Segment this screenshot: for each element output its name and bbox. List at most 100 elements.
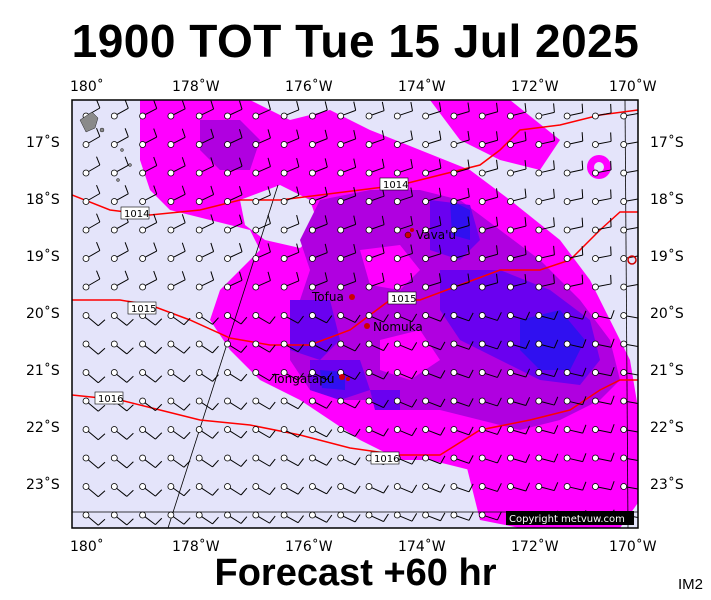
- wind-barb: [195, 271, 215, 291]
- wind-barb: [252, 186, 271, 205]
- wind-barb: [365, 130, 385, 148]
- wind-barb: [535, 160, 555, 177]
- wind-barb: [393, 272, 413, 291]
- wind-barb: [450, 273, 470, 291]
- wind-barb: [195, 128, 215, 148]
- lat-label: 22˚S: [26, 419, 60, 436]
- wind-barb: [167, 369, 191, 383]
- wind-barb: [393, 215, 413, 234]
- wind-barb: [308, 129, 328, 148]
- wind-barb: [450, 102, 470, 120]
- wind-barb: [167, 128, 186, 148]
- wind-barb: [139, 426, 163, 440]
- wind-barb: [308, 215, 328, 234]
- wind-barb: [195, 100, 215, 120]
- wind-barb: [110, 100, 129, 120]
- wind-barb: [280, 243, 300, 262]
- lon-axis-bottom: 180˚ 178˚W 176˚W 174˚W 172˚W 170˚W: [70, 538, 657, 555]
- wind-barb: [110, 426, 134, 440]
- wind-barb: [195, 511, 219, 525]
- lon-label: 178˚W: [172, 78, 220, 95]
- copyright-box: [506, 511, 634, 525]
- rain-very-heavy-area: [520, 310, 585, 370]
- wind-barb: [365, 158, 385, 177]
- wind-barb: [393, 312, 418, 323]
- wind-barb: [139, 213, 158, 234]
- wind-barb: [563, 132, 584, 148]
- wind-barb: [167, 454, 191, 468]
- wind-barb: [280, 454, 304, 467]
- wind-barb: [507, 217, 527, 234]
- wind-barb: [393, 244, 413, 262]
- wind-barb: [478, 340, 502, 350]
- wind-barb: [535, 311, 559, 321]
- wind-barb: [478, 102, 499, 120]
- wind-barb: [422, 483, 446, 493]
- wind-barb: [365, 312, 389, 323]
- wind-barb: [337, 129, 357, 148]
- wind-barb: [393, 483, 418, 494]
- wind-barb: [82, 241, 101, 262]
- wind-barb: [365, 187, 385, 205]
- wind-barb: [507, 340, 531, 349]
- wind-barb: [139, 156, 158, 177]
- lat-label: 20˚S: [650, 305, 684, 322]
- wind-barb: [422, 340, 446, 351]
- wind-barb: [450, 159, 470, 177]
- wind-barb: [450, 369, 474, 379]
- wind-barb: [224, 454, 248, 467]
- wind-barb: [280, 186, 300, 205]
- wind-barb: [422, 187, 442, 205]
- wind-barb: [563, 160, 584, 177]
- wind-barb: [507, 131, 527, 148]
- wind-barb: [280, 129, 300, 148]
- wind-barb: [535, 425, 559, 435]
- place-markers: Vava'u Tofua Nomuka Tongatapu: [271, 228, 637, 386]
- wind-barb: [422, 312, 446, 322]
- wind-barb: [365, 272, 385, 291]
- lat-label: 17˚S: [650, 134, 684, 151]
- wind-barb: [252, 369, 276, 382]
- wind-barb: [337, 272, 357, 291]
- wind-barb: [563, 103, 584, 120]
- wind-barb: [535, 368, 559, 378]
- place-label-nomuka: Nomuka: [373, 320, 423, 334]
- wind-barb: [450, 483, 474, 493]
- wind-barb: [308, 369, 333, 381]
- wind-barb: [252, 454, 276, 467]
- lat-label: 17˚S: [26, 134, 60, 151]
- wind-barb: [110, 156, 129, 177]
- wind-barb: [82, 312, 106, 327]
- wind-barb: [507, 368, 531, 378]
- isobar-label: 1016: [98, 394, 123, 405]
- wind-barb: [252, 271, 271, 291]
- wind-barb: [563, 217, 584, 234]
- wind-barb: [563, 189, 584, 205]
- lon-label: 172˚W: [511, 78, 559, 95]
- wind-barb: [450, 131, 470, 148]
- wind-barb: [82, 127, 101, 148]
- wind-barb: [82, 397, 106, 412]
- place-label-tofua: Tofua: [311, 290, 344, 304]
- wind-barb: [535, 396, 559, 406]
- wind-barb: [195, 483, 219, 496]
- wind-barb: [393, 511, 418, 522]
- wind-barb: [535, 103, 555, 120]
- wind-barb: [507, 311, 531, 321]
- wind-barb: [224, 483, 248, 496]
- lat-axis-right: 17˚S 18˚S 19˚S 20˚S 21˚S 22˚S 23˚S: [650, 134, 684, 493]
- corner-code: IM2: [677, 576, 703, 593]
- wind-barb: [422, 102, 442, 120]
- wind-barb: [507, 425, 531, 435]
- wind-barb: [280, 483, 304, 495]
- isobar-labels: 1014 1014 1015 1015 1016 1016: [94, 177, 416, 465]
- wind-barb: [563, 481, 587, 491]
- wind-barb: [507, 454, 531, 463]
- wind-barb: [563, 310, 587, 320]
- map-title: 1900 TOT Tue 15 Jul 2025: [71, 15, 640, 67]
- wind-barb: [82, 156, 101, 177]
- place-label-tongatapu: Tongatapu: [271, 372, 335, 386]
- wind-barb: [82, 340, 106, 355]
- wind-barb: [139, 340, 163, 354]
